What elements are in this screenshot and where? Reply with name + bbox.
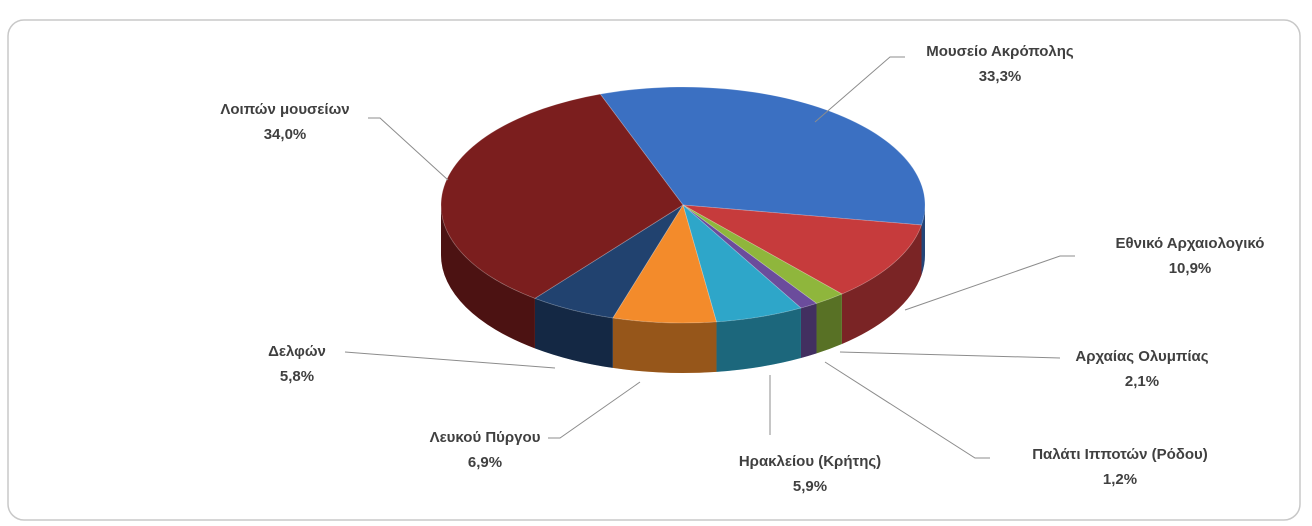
pie-side	[534, 298, 613, 368]
pie-side	[612, 317, 717, 374]
pie-side	[441, 205, 535, 349]
leader-line	[548, 381, 641, 439]
pie-side	[921, 205, 925, 276]
leader-line	[344, 351, 556, 369]
slice-value-label: 5,9%	[793, 478, 827, 495]
slice-value-label: 2,1%	[1125, 373, 1159, 390]
pie-slice	[612, 204, 717, 324]
leader-line	[824, 361, 990, 459]
slice-label: Ηρακλείου (Κρήτης)	[739, 453, 881, 470]
slice-value-label: 33,3%	[979, 68, 1022, 85]
pie-side-shade	[816, 294, 842, 354]
leader-line	[368, 117, 449, 181]
pie-slice	[599, 86, 926, 226]
pie-side-shade	[841, 225, 922, 345]
pie-side-shade	[441, 205, 535, 349]
leader-line	[814, 56, 905, 123]
slice-value-label: 10,9%	[1169, 260, 1212, 277]
slice-value-label: 1,2%	[1103, 471, 1137, 488]
slice-value-label: 5,8%	[280, 368, 314, 385]
pie-side-shade	[534, 298, 613, 368]
pie-side	[716, 308, 801, 372]
slice-label: Λοιπών μουσείων	[220, 101, 349, 118]
pie-slice	[682, 204, 923, 295]
pie-slice	[682, 203, 802, 323]
leader-line	[904, 255, 1075, 311]
slice-label: Λευκού Πύργου	[430, 429, 541, 446]
slice-value-label: 6,9%	[468, 454, 502, 471]
pie-slice	[440, 93, 684, 299]
pie-side-shade	[716, 308, 801, 372]
pie-side-shade	[612, 317, 717, 374]
pie-slice	[534, 204, 684, 319]
slice-label: Εθνικό Αρχαιολογικό	[1116, 235, 1265, 252]
pie-side-shade	[921, 205, 925, 276]
pie-slice	[682, 204, 843, 304]
pie-side	[841, 225, 922, 345]
slice-value-label: 34,0%	[264, 126, 307, 143]
slice-label: Μουσείο Ακρόπολης	[926, 43, 1074, 60]
pie-side-shade	[800, 303, 817, 359]
slice-label: Δελφών	[268, 343, 326, 360]
slice-label: Παλάτι Ιπποτών (Ρόδου)	[1032, 446, 1208, 463]
pie-side	[800, 303, 817, 359]
leader-line	[839, 351, 1061, 359]
slice-label: Αρχαίας Ολυμπίας	[1075, 348, 1208, 365]
pie-side	[816, 294, 842, 354]
pie-slice	[682, 204, 818, 309]
